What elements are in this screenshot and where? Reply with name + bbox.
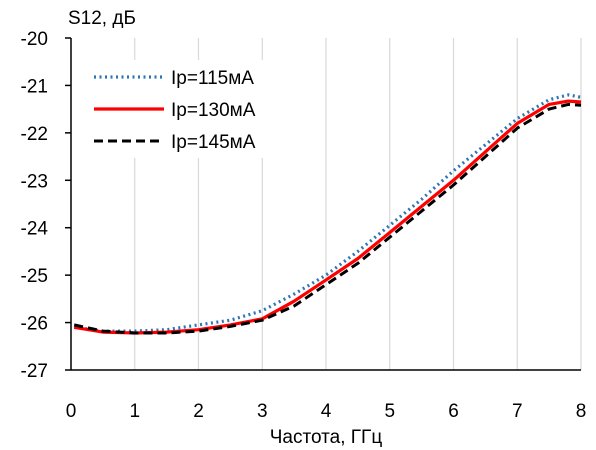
y-tick-label-3: -23 bbox=[21, 171, 48, 192]
x-tick-label-2: 2 bbox=[193, 401, 204, 422]
x-tick-label-8: 8 bbox=[576, 401, 587, 422]
x-tick-label-0: 0 bbox=[66, 401, 77, 422]
legend-label-3: Ip=145мА bbox=[171, 132, 256, 153]
series-lines bbox=[73, 93, 582, 335]
y-axis-title: S12, дБ bbox=[68, 8, 136, 29]
y-tick-label-1: -21 bbox=[21, 76, 48, 97]
y-tick-label-6: -26 bbox=[21, 314, 48, 335]
x-tick-label-6: 6 bbox=[448, 401, 459, 422]
y-tick-label-4: -24 bbox=[21, 219, 49, 240]
y-tick-label-5: -25 bbox=[21, 266, 48, 287]
x-tick-label-7: 7 bbox=[512, 401, 523, 422]
tick-labels: -20 -21 -22 -23 -24 -25 -26 -27 0 1 2 3 4 5 6 7 8 bbox=[21, 29, 587, 422]
x-axis-title: Частота, ГГц bbox=[270, 427, 383, 448]
legend-label-2: Ip=130мА bbox=[171, 100, 256, 121]
x-tick-label-5: 5 bbox=[384, 401, 395, 422]
x-tick-label-3: 3 bbox=[257, 401, 268, 422]
legend-label-1: Ip=115мА bbox=[171, 68, 254, 89]
legend: Ip=115мА Ip=130мА Ip=145мА bbox=[84, 60, 287, 158]
x-tick-label-4: 4 bbox=[321, 401, 332, 422]
y-tick-label-0: -20 bbox=[21, 29, 48, 50]
series-line-3 bbox=[73, 102, 582, 335]
x-tick-label-1: 1 bbox=[129, 401, 140, 422]
y-tick-label-2: -22 bbox=[21, 124, 48, 145]
axes bbox=[65, 37, 581, 371]
y-tick-label-7: -27 bbox=[21, 361, 48, 382]
